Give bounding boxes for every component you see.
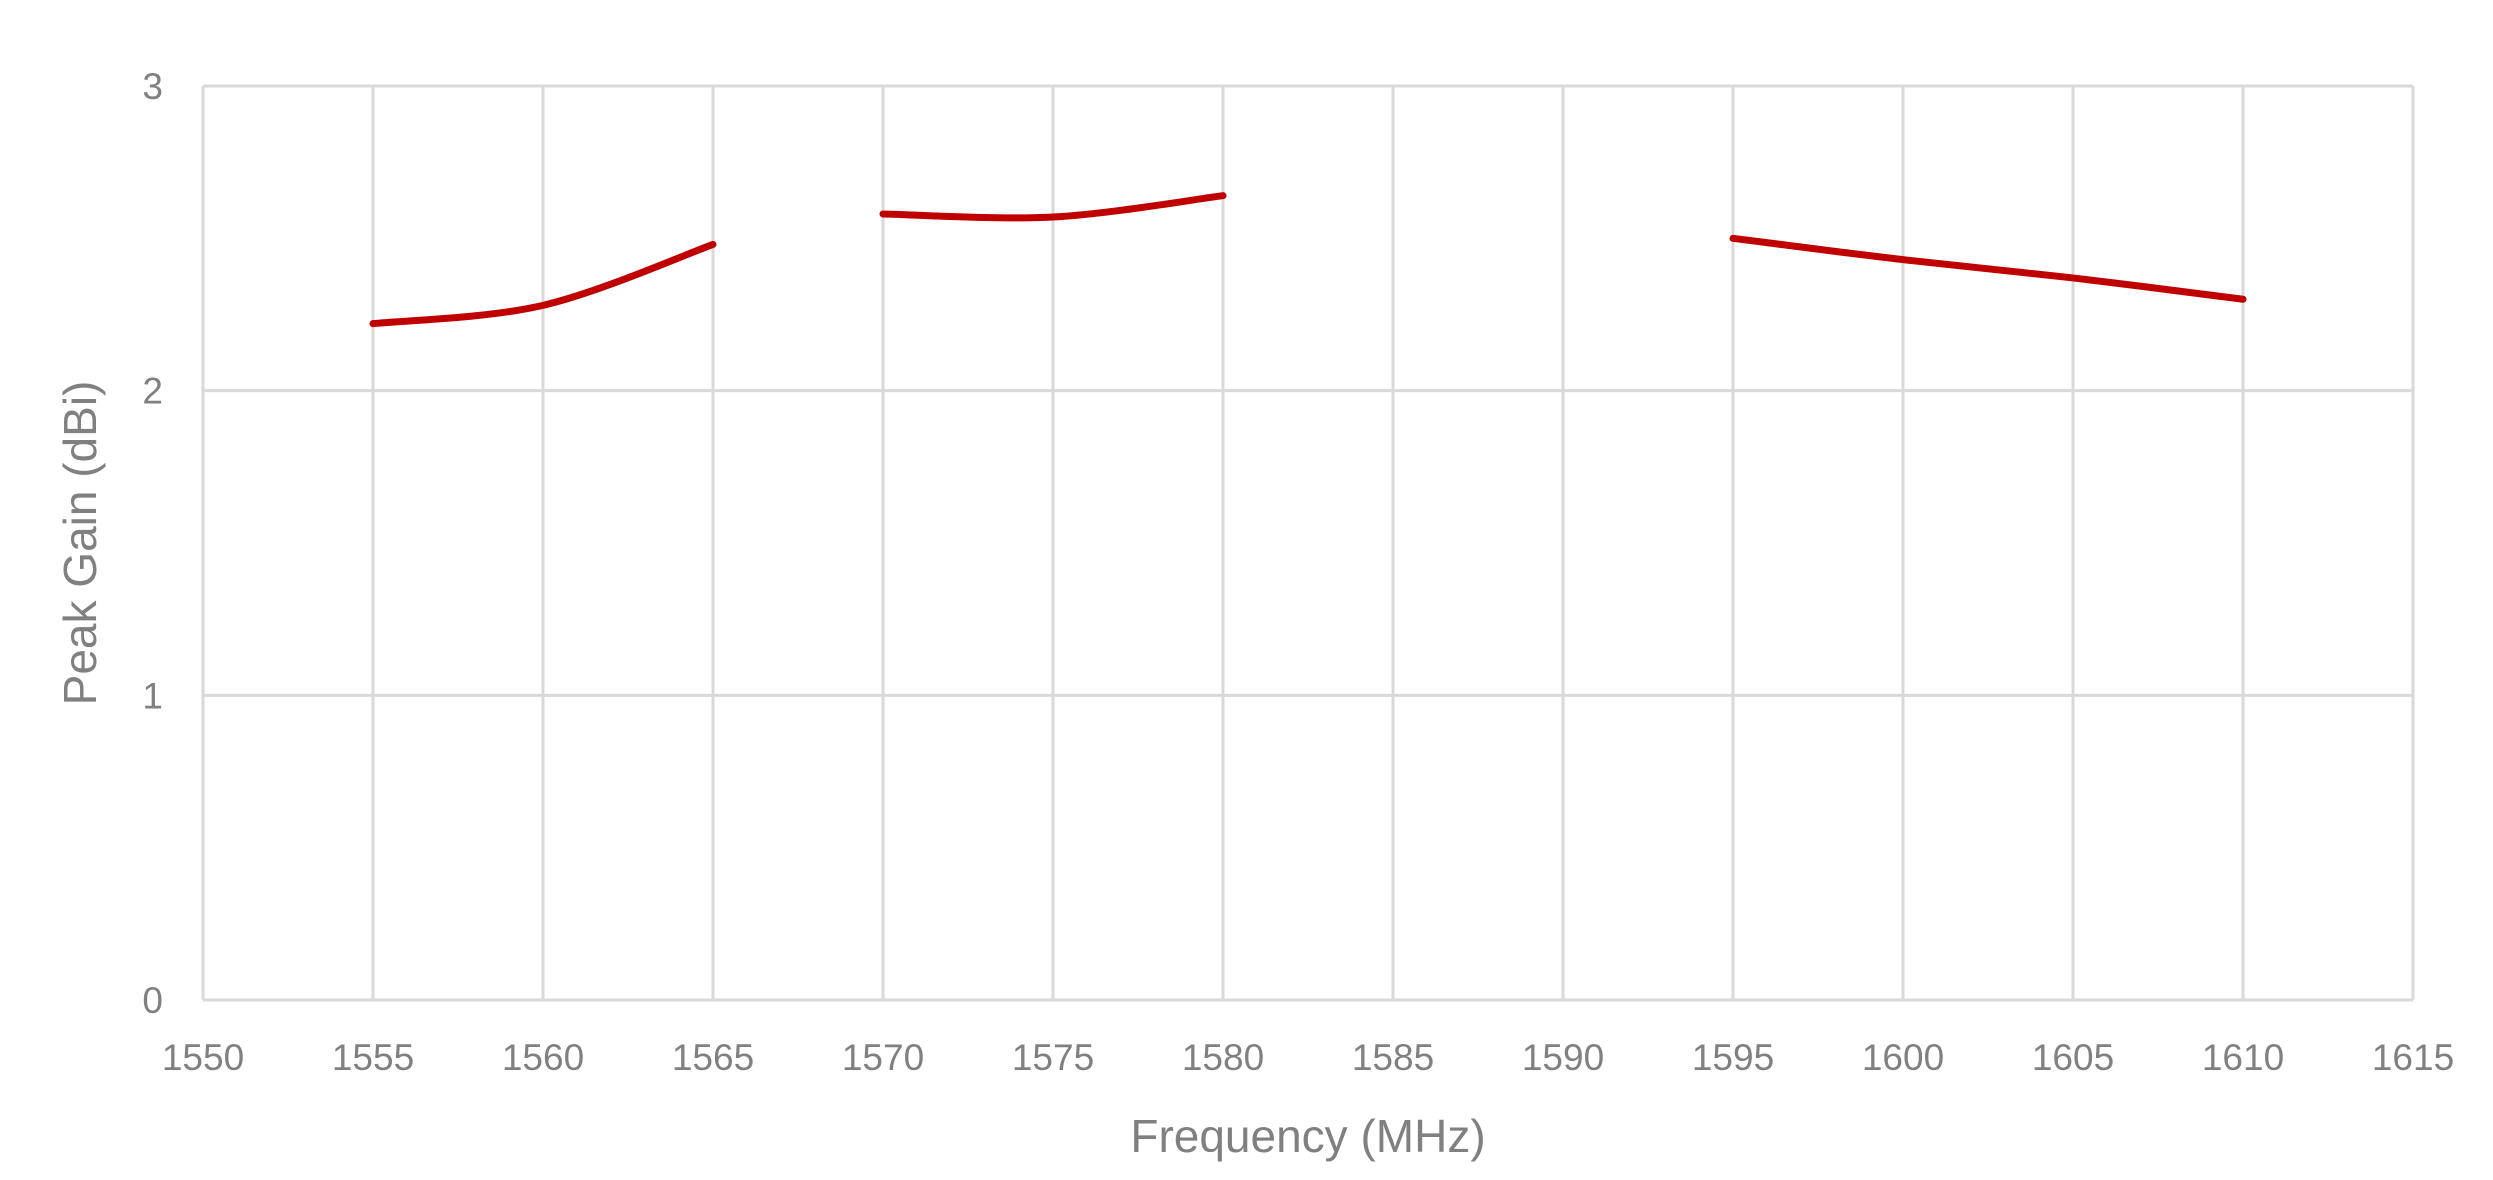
series-line-segment: [369, 240, 717, 328]
tick-labels: 0 1 2 3 1550 1555 1560 1565 1570 1575 1580 1585 1590…: [142, 66, 2454, 1078]
x-tick-label: 1580: [1182, 1037, 1264, 1078]
y-tick-label: 2: [142, 371, 163, 412]
x-tick-label: 1555: [332, 1037, 414, 1078]
x-tick-label: 1570: [842, 1037, 924, 1078]
series-line-segment: [1729, 234, 2247, 303]
x-tick-label: 1595: [1692, 1037, 1774, 1078]
series-layer: [369, 192, 2247, 328]
x-tick-label: 1600: [1862, 1037, 1944, 1078]
grid-layer: [201, 84, 2415, 1002]
series-line-segment: [879, 192, 1227, 222]
y-tick-label: 3: [142, 66, 163, 107]
y-axis-title: Peak Gain (dBi): [54, 381, 106, 706]
x-tick-label: 1615: [2372, 1037, 2454, 1078]
y-tick-label: 1: [142, 675, 163, 716]
x-tick-label: 1585: [1352, 1037, 1434, 1078]
x-tick-label: 1565: [672, 1037, 754, 1078]
x-axis-title: Frequency (MHz): [1130, 1110, 1485, 1162]
x-tick-label: 1550: [162, 1037, 244, 1078]
y-tick-label: 0: [142, 980, 163, 1021]
x-tick-label: 1575: [1012, 1037, 1094, 1078]
x-tick-label: 1590: [1522, 1037, 1604, 1078]
x-tick-label: 1605: [2032, 1037, 2114, 1078]
x-tick-label: 1560: [502, 1037, 584, 1078]
x-tick-label: 1610: [2202, 1037, 2284, 1078]
